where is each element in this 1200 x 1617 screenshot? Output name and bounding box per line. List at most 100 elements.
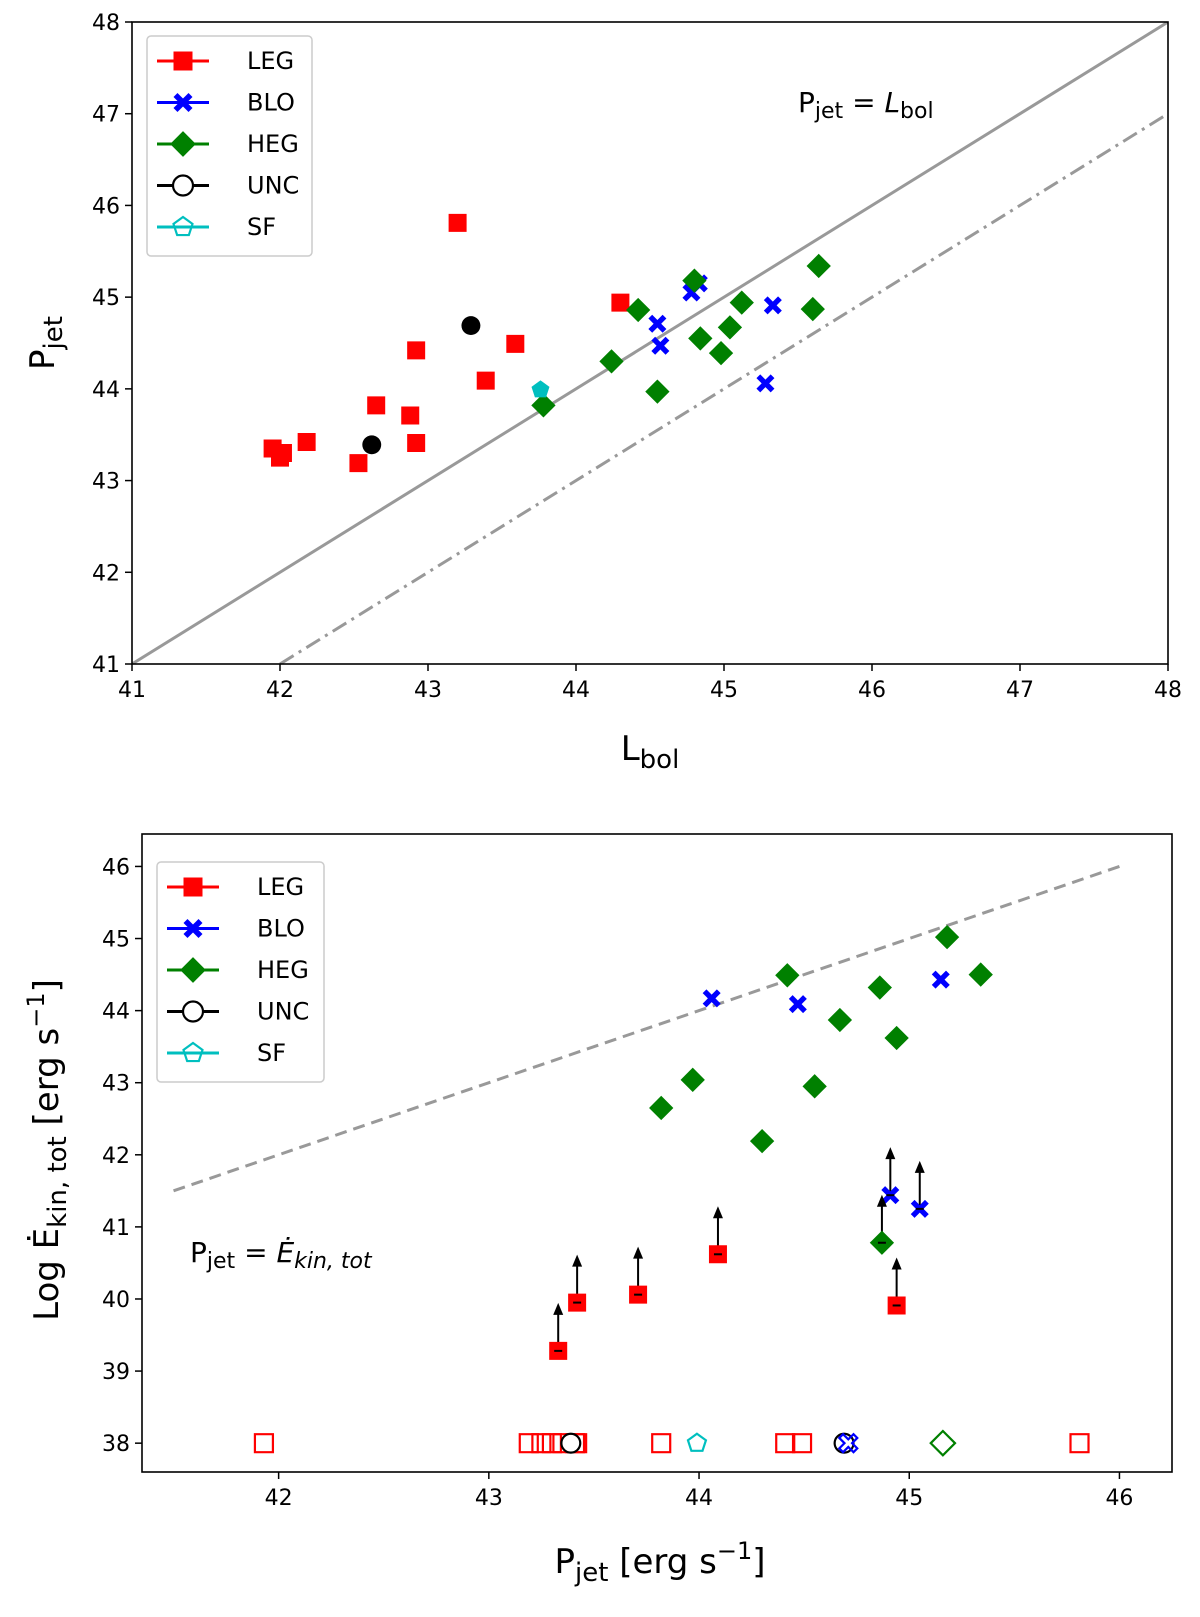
bottom-chart-frame <box>141 833 1173 1473</box>
data-point <box>645 379 670 404</box>
legend-marker <box>173 51 193 71</box>
series-heg <box>531 253 831 418</box>
x-tick-label: 46 <box>858 678 886 703</box>
data-point <box>806 253 831 279</box>
bottom-chart: 42 43 44 45 46 38 39 40 41 42 43 44 45 46 Pjet [erg … <box>22 833 1173 1588</box>
series-unc <box>362 316 481 455</box>
series-heg-undetected <box>929 1429 957 1457</box>
legend-entry-leg: LEG <box>157 47 294 75</box>
legend-entry-sf: SF <box>157 213 276 241</box>
legend-entry-heg: HEG <box>167 956 309 984</box>
lower-limit-arrowhead <box>572 1254 583 1267</box>
y-tick-label: 43 <box>92 470 120 495</box>
x-tick-label: 46 <box>1105 1486 1133 1511</box>
data-point <box>461 316 481 336</box>
data-point <box>649 1095 674 1121</box>
legend-entry-sf: SF <box>167 1039 286 1067</box>
bottom-chart-y-label: Log Ėkin, tot [erg s−1] <box>22 979 73 1321</box>
legend-entry-heg: HEG <box>157 130 299 158</box>
data-point <box>708 340 734 366</box>
x-tick-label: 42 <box>266 678 294 703</box>
data-point <box>775 963 800 988</box>
data-point <box>367 396 386 415</box>
y-tick-label: 45 <box>92 286 120 311</box>
data-point <box>518 1433 539 1454</box>
data-point <box>531 380 550 398</box>
top-chart-frame <box>131 21 1169 665</box>
legend-marker <box>181 1000 205 1023</box>
data-point <box>749 1128 775 1154</box>
data-point <box>837 1432 859 1454</box>
data-point <box>717 315 743 340</box>
lower-limit-arrowhead <box>553 1302 564 1315</box>
legend-label: UNC <box>257 998 309 1026</box>
data-point <box>448 213 467 232</box>
x-tick-label: 43 <box>414 678 442 703</box>
legend-marker <box>173 93 193 112</box>
series-sf <box>531 380 550 398</box>
lower-limit-arrowhead <box>633 1246 644 1259</box>
reference-line-equality <box>132 22 1168 664</box>
series-blo-undetected <box>837 1432 859 1454</box>
data-point <box>651 336 670 355</box>
reference-line-offset <box>279 112 1168 664</box>
bottom-chart-reference-lines <box>173 865 1120 1193</box>
data-point <box>929 1429 957 1457</box>
legend-box <box>156 861 325 1083</box>
data-point <box>791 1433 813 1454</box>
data-point <box>362 435 382 455</box>
y-tick-label: 46 <box>102 855 130 880</box>
data-point <box>686 1432 708 1452</box>
y-tick-label: 41 <box>102 1216 130 1241</box>
legend-box <box>146 35 313 257</box>
data-point <box>756 374 775 393</box>
legend-label: HEG <box>257 956 309 984</box>
y-tick-label: 45 <box>102 928 130 953</box>
x-tick-label: 44 <box>685 1486 713 1511</box>
data-point <box>934 924 960 950</box>
legend-label: HEG <box>247 130 299 158</box>
legend-entry-unc: UNC <box>167 998 309 1026</box>
series-leg <box>263 213 630 473</box>
x-tick-label: 41 <box>118 678 146 703</box>
data-point <box>680 1067 705 1092</box>
x-tick-label: 43 <box>475 1486 503 1511</box>
legend-marker <box>171 174 195 197</box>
series-leg-undetected <box>253 1433 1090 1454</box>
data-point <box>763 296 782 315</box>
data-point <box>407 433 426 452</box>
data-point <box>407 341 426 360</box>
y-tick-label: 46 <box>92 194 120 219</box>
legend-entries: LEG BLO HEG UNC SF <box>157 47 299 241</box>
data-point <box>884 1025 909 1051</box>
series-blo <box>648 274 782 393</box>
bottom-chart-x-label: Pjet [erg s−1] <box>554 1537 765 1588</box>
x-tick-label: 48 <box>1154 678 1182 703</box>
data-point <box>802 1074 827 1099</box>
data-point <box>775 1433 796 1454</box>
data-point <box>651 1433 672 1454</box>
y-tick-label: 43 <box>102 1072 130 1097</box>
legend-marker <box>180 957 206 983</box>
lower-limit-arrowhead <box>891 1257 902 1270</box>
legend-entry-leg: LEG <box>167 873 304 901</box>
data-point <box>506 334 525 353</box>
lower-limit-arrowhead <box>712 1206 723 1219</box>
bottom-chart-equality-annotation: Pjet = Ėkin, tot <box>190 1236 373 1274</box>
top-chart-x-label: Lbol <box>621 729 680 775</box>
legend-label: LEG <box>247 47 294 75</box>
x-tick-label: 42 <box>265 1486 293 1511</box>
top-chart-equality-annotation: Pjet = Lbol <box>798 86 934 124</box>
data-point <box>688 326 713 351</box>
y-tick-label: 44 <box>102 1000 130 1025</box>
series-heg <box>649 924 993 1154</box>
bottom-chart-x-ticks: 42 43 44 45 46 <box>265 1472 1133 1511</box>
data-point <box>401 406 420 425</box>
top-chart-points <box>263 213 831 473</box>
data-point <box>682 268 707 293</box>
legend-marker <box>183 919 203 938</box>
legend-entry-blo: BLO <box>157 89 295 117</box>
data-point <box>297 433 316 452</box>
data-point <box>626 297 651 323</box>
legend-label: LEG <box>257 873 304 901</box>
